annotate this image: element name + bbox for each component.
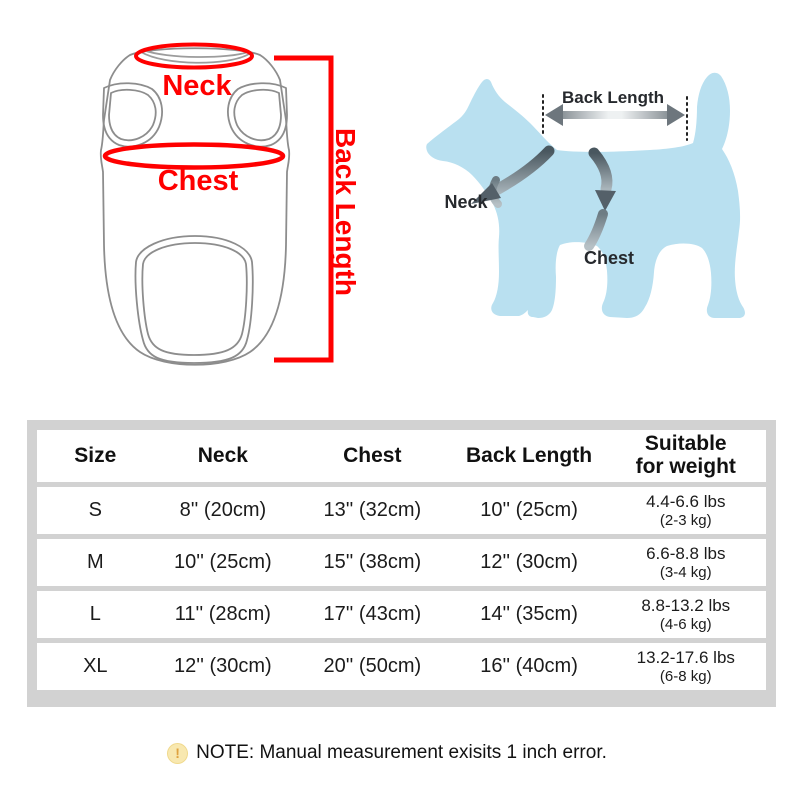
- weight-header-line2: for weight: [635, 455, 736, 478]
- right-armhole: [227, 82, 288, 148]
- dog-chest-label: Chest: [584, 248, 634, 268]
- cell-neck: 11'' (28cm): [174, 603, 271, 625]
- table-header-row: Size Neck Chest Back Length Suitable for…: [37, 430, 766, 482]
- chest-strap-upper: [588, 147, 613, 195]
- table-row-m: M 10'' (25cm) 15'' (38cm) 12'' (30cm) 6.…: [37, 539, 766, 586]
- arrowhead-left: [545, 104, 563, 126]
- cell-back-length: 16'' (40cm): [480, 655, 578, 677]
- table-row-s: S 8'' (20cm) 13'' (32cm) 10'' (25cm) 4.4…: [37, 487, 766, 534]
- chest-ellipse: [102, 142, 286, 170]
- belly-patch: [134, 235, 254, 364]
- garment-chest-label: Chest: [158, 165, 239, 197]
- weight-lbs: 8.8-13.2 lbs: [641, 596, 731, 616]
- cell-back-length: 10'' (25cm): [480, 499, 578, 521]
- cell-back-length: 12'' (30cm): [480, 551, 578, 573]
- cell-weight: 13.2-17.6 lbs (6-8 kg): [606, 643, 766, 690]
- column-header-back-length: Back Length: [466, 443, 593, 467]
- note-text: NOTE: Manual measurement exisits 1 inch …: [196, 742, 607, 763]
- garment-neck-label: Neck: [162, 70, 232, 102]
- cell-size: L: [89, 603, 101, 625]
- belly-patch-inner: [141, 242, 248, 356]
- cell-size: S: [88, 499, 102, 521]
- cell-weight: 6.6-8.8 lbs (3-4 kg): [606, 539, 766, 586]
- garment-body-outline: [99, 47, 291, 366]
- right-armhole-inner: [233, 88, 282, 142]
- neck-strap-arrowhead: [471, 183, 501, 204]
- weight-kg: (6-8 kg): [659, 667, 712, 685]
- cell-back-length: 14'' (35cm): [480, 603, 578, 625]
- cell-chest: 20'' (50cm): [323, 655, 422, 677]
- back-length-arrow: [545, 104, 685, 126]
- table-row-xl: XL 12'' (30cm) 20'' (50cm) 16'' (40cm) 1…: [37, 643, 766, 690]
- left-armhole-inner: [108, 88, 157, 142]
- neck-ellipse: [134, 42, 254, 70]
- garment-back-length-label: Back Length: [330, 128, 361, 296]
- column-header-chest: Chest: [343, 443, 402, 467]
- column-header-size: Size: [74, 443, 117, 467]
- measurement-diagrams: Neck Chest Back Length Back Length Neck …: [99, 42, 745, 366]
- cell-neck: 12'' (30cm): [174, 655, 272, 677]
- weight-lbs: 4.4-6.6 lbs: [646, 492, 726, 512]
- table-row-l: L 11'' (28cm) 17'' (43cm) 14'' (35cm) 8.…: [37, 591, 766, 638]
- dog-neck-label: Neck: [444, 192, 488, 212]
- weight-kg: (4-6 kg): [659, 615, 712, 633]
- column-header-weight: Suitable for weight: [606, 430, 766, 482]
- cell-weight: 4.4-6.6 lbs (2-3 kg): [606, 487, 766, 534]
- garment-collar-line: [140, 49, 250, 64]
- dog-back-length-label: Back Length: [562, 88, 664, 107]
- left-armhole: [102, 82, 163, 148]
- warning-icon: !: [167, 742, 189, 764]
- size-table: Size Neck Chest Back Length Suitable for…: [27, 420, 776, 707]
- dog-diagram: Back Length Neck Chest: [426, 72, 745, 319]
- weight-header-line1: Suitable: [644, 432, 727, 456]
- cell-chest: 13'' (32cm): [323, 499, 422, 521]
- weight-lbs: 13.2-17.6 lbs: [636, 648, 735, 668]
- chest-strap-arrowhead: [595, 190, 616, 211]
- column-header-neck: Neck: [197, 443, 248, 467]
- arrowhead-right: [667, 104, 685, 126]
- cell-weight: 8.8-13.2 lbs (4-6 kg): [606, 591, 766, 638]
- garment-diagram: [99, 47, 291, 366]
- back-length-bracket: [274, 55, 334, 363]
- cell-neck: 8'' (20cm): [179, 499, 267, 521]
- garment-annotations: Neck Chest Back Length: [102, 42, 361, 363]
- weight-lbs: 6.6-8.8 lbs: [646, 544, 726, 564]
- cell-size: M: [86, 551, 104, 573]
- note: ! NOTE: Manual measurement exisits 1 inc…: [0, 742, 787, 764]
- chest-strap-lower: [584, 209, 608, 251]
- weight-kg: (3-4 kg): [659, 563, 712, 581]
- cell-neck: 10'' (25cm): [174, 551, 272, 573]
- weight-kg: (2-3 kg): [659, 511, 712, 529]
- cell-size: XL: [83, 655, 108, 677]
- cell-chest: 17'' (43cm): [323, 603, 422, 625]
- cell-chest: 15'' (38cm): [323, 551, 422, 573]
- dog-silhouette: [426, 72, 745, 319]
